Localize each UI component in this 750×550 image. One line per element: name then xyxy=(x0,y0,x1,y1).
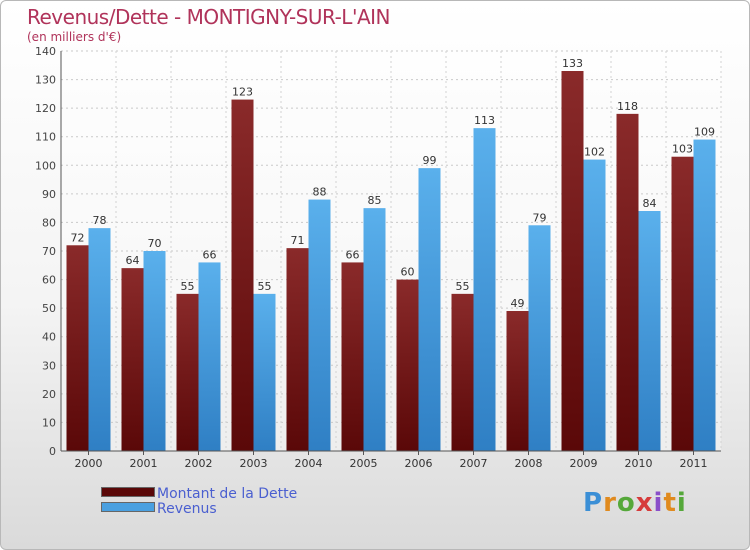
proxiti-logo: Proxiti xyxy=(583,488,687,518)
logo-letter: x xyxy=(635,488,654,518)
bar-dette xyxy=(66,245,89,451)
data-label: 55 xyxy=(258,280,272,293)
bar-dette xyxy=(396,279,419,451)
y-tick-label: 90 xyxy=(42,188,56,201)
legend-item-revenus: Revenus xyxy=(101,501,421,518)
bar-revenus xyxy=(198,262,221,451)
bar-revenus xyxy=(88,228,111,451)
bar-revenus xyxy=(473,128,496,451)
bar-dette xyxy=(451,293,474,451)
bar-dette xyxy=(176,293,199,451)
data-label: 66 xyxy=(346,248,360,261)
x-tick-label: 2002 xyxy=(185,457,213,470)
x-tick-label: 2004 xyxy=(295,457,323,470)
data-label: 79 xyxy=(533,211,547,224)
data-label: 66 xyxy=(203,248,217,261)
data-label: 123 xyxy=(232,86,253,99)
bar-dette xyxy=(121,268,144,451)
x-tick-label: 2006 xyxy=(405,457,433,470)
bar-dette xyxy=(506,311,529,451)
y-tick-label: 80 xyxy=(42,216,56,229)
y-tick-label: 130 xyxy=(35,74,56,87)
y-tick-label: 30 xyxy=(42,359,56,372)
bar-dette xyxy=(341,262,364,451)
logo-letter: i xyxy=(676,488,687,518)
data-label: 102 xyxy=(584,146,605,159)
data-label: 64 xyxy=(126,254,140,267)
y-tick-label: 120 xyxy=(35,102,56,115)
bar-revenus xyxy=(693,139,716,452)
y-tick-label: 50 xyxy=(42,302,56,315)
data-label: 113 xyxy=(474,114,495,127)
x-tick-label: 2009 xyxy=(570,457,598,470)
legend-label-debt: Montant de la Dette xyxy=(157,486,298,502)
bar-dette xyxy=(561,71,584,451)
bar-dette xyxy=(671,156,694,451)
y-tick-label: 70 xyxy=(42,245,56,258)
x-tick-label: 2011 xyxy=(680,457,708,470)
data-label: 70 xyxy=(148,237,162,250)
data-label: 99 xyxy=(423,154,437,167)
logo-letter: i xyxy=(653,488,664,518)
x-tick-label: 2010 xyxy=(625,457,653,470)
y-tick-label: 0 xyxy=(49,445,56,458)
y-tick-label: 140 xyxy=(35,45,56,58)
data-label: 71 xyxy=(291,234,305,247)
bar-dette xyxy=(231,99,254,452)
legend-swatch-debt xyxy=(101,487,155,497)
data-label: 85 xyxy=(368,194,382,207)
x-tick-label: 2008 xyxy=(515,457,543,470)
y-tick-label: 20 xyxy=(42,388,56,401)
data-label: 88 xyxy=(313,186,327,199)
data-label: 78 xyxy=(93,214,107,227)
bar-revenus xyxy=(253,293,276,451)
logo-letter: t xyxy=(663,488,677,518)
bar-revenus xyxy=(528,225,551,451)
data-label: 72 xyxy=(71,231,85,244)
y-tick-label: 100 xyxy=(35,159,56,172)
bar-revenus xyxy=(418,168,441,451)
y-tick-label: 110 xyxy=(35,131,56,144)
x-tick-label: 2001 xyxy=(130,457,158,470)
legend-label-revenus: Revenus xyxy=(157,501,217,517)
y-tick-label: 40 xyxy=(42,331,56,344)
logo-letter: r xyxy=(603,488,617,518)
bar-revenus xyxy=(363,208,386,451)
logo-letter: P xyxy=(583,488,604,518)
chart-title: Revenus/Dette - MONTIGNY-SUR-L'AIN xyxy=(27,5,391,29)
bar-revenus xyxy=(143,251,166,451)
logo-letter: o xyxy=(616,488,636,518)
data-label: 118 xyxy=(617,100,638,113)
bar-revenus xyxy=(638,211,661,451)
y-tick-label: 60 xyxy=(42,274,56,287)
legend-swatch-revenus xyxy=(101,502,155,512)
data-label: 55 xyxy=(181,280,195,293)
bar-revenus xyxy=(308,199,331,451)
data-label: 49 xyxy=(511,297,525,310)
data-label: 84 xyxy=(643,197,657,210)
x-tick-label: 2005 xyxy=(350,457,378,470)
bar-dette xyxy=(616,113,639,451)
chart-subtitle: (en milliers d'€) xyxy=(27,30,122,44)
y-tick-label: 10 xyxy=(42,416,56,429)
bar-dette xyxy=(286,248,309,451)
x-tick-label: 2003 xyxy=(240,457,268,470)
legend-item-debt: Montant de la Dette xyxy=(101,486,421,503)
bar-revenus xyxy=(583,159,606,452)
data-label: 103 xyxy=(672,143,693,156)
x-tick-label: 2000 xyxy=(75,457,103,470)
data-label: 55 xyxy=(456,280,470,293)
x-tick-label: 2007 xyxy=(460,457,488,470)
data-label: 133 xyxy=(562,57,583,70)
data-label: 109 xyxy=(694,126,715,139)
data-label: 60 xyxy=(401,266,415,279)
